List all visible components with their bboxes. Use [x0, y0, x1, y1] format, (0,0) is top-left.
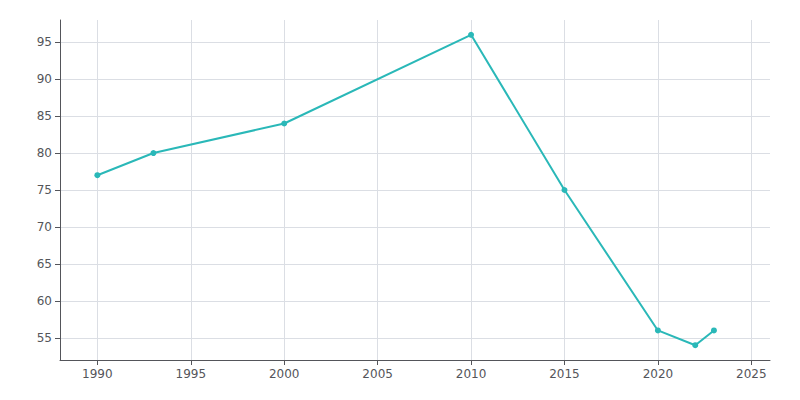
svg-text:95: 95	[37, 35, 52, 49]
svg-text:2010: 2010	[456, 367, 487, 381]
svg-text:2000: 2000	[269, 367, 300, 381]
svg-text:1995: 1995	[176, 367, 207, 381]
svg-text:90: 90	[37, 72, 52, 86]
svg-text:55: 55	[37, 331, 52, 345]
svg-text:85: 85	[37, 109, 52, 123]
svg-text:2005: 2005	[362, 367, 393, 381]
svg-text:60: 60	[37, 294, 52, 308]
svg-text:2025: 2025	[736, 367, 767, 381]
svg-text:80: 80	[37, 146, 52, 160]
svg-text:2015: 2015	[549, 367, 580, 381]
svg-text:65: 65	[37, 257, 52, 271]
svg-text:75: 75	[37, 183, 52, 197]
svg-text:70: 70	[37, 220, 52, 234]
svg-text:2020: 2020	[643, 367, 674, 381]
svg-text:1990: 1990	[82, 367, 113, 381]
